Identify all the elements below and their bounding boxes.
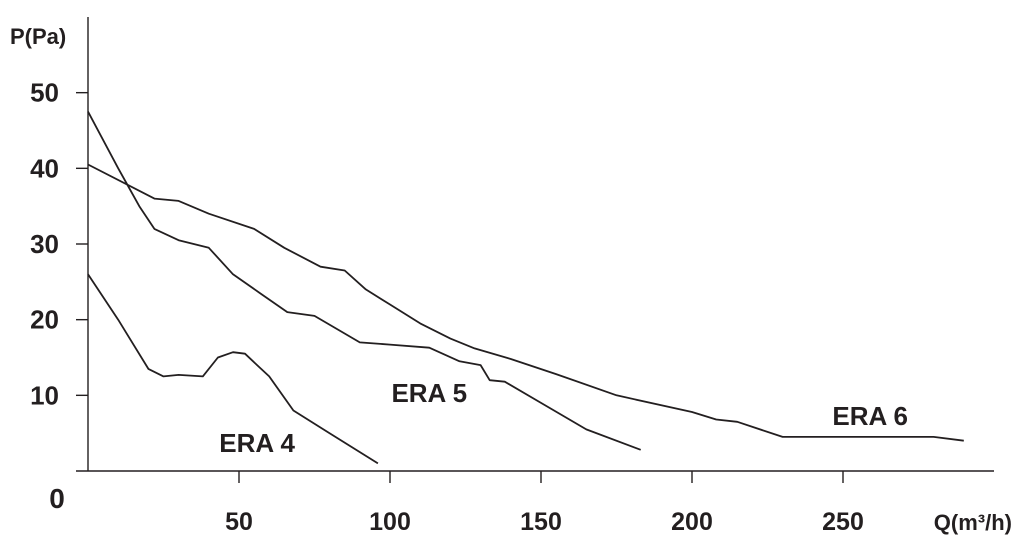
series-labels: ERA 4 ERA 5 ERA 6 — [219, 378, 908, 458]
x-tick-label: 100 — [369, 508, 411, 536]
y-tick-label: 40 — [30, 153, 59, 183]
x-tick-label: 250 — [822, 508, 864, 536]
series-label-era-5: ERA 5 — [391, 378, 467, 408]
series-curves — [87, 111, 964, 465]
y-tick-label: 10 — [30, 380, 59, 410]
x-tick-label: 150 — [520, 508, 562, 536]
y-axis-title: P(Pa) — [10, 24, 66, 49]
x-axis-title: Q(m³/h) — [934, 510, 1012, 535]
series-label-era-6: ERA 6 — [832, 401, 908, 431]
x-tick-label: 200 — [671, 508, 713, 536]
series-line-era-4 — [87, 273, 379, 465]
y-tick-label: 20 — [30, 305, 59, 335]
y-tick-label: 30 — [30, 229, 59, 259]
x-tick-label: 50 — [225, 508, 253, 536]
origin-label: 0 — [49, 483, 65, 514]
series-line-era-6 — [87, 163, 964, 442]
series-label-era-4: ERA 4 — [219, 428, 295, 458]
series-line-era-5 — [87, 111, 642, 451]
ticks: 10 20 30 40 50 50 100 150 200 250 — [30, 78, 864, 536]
y-tick-label: 50 — [30, 78, 59, 108]
